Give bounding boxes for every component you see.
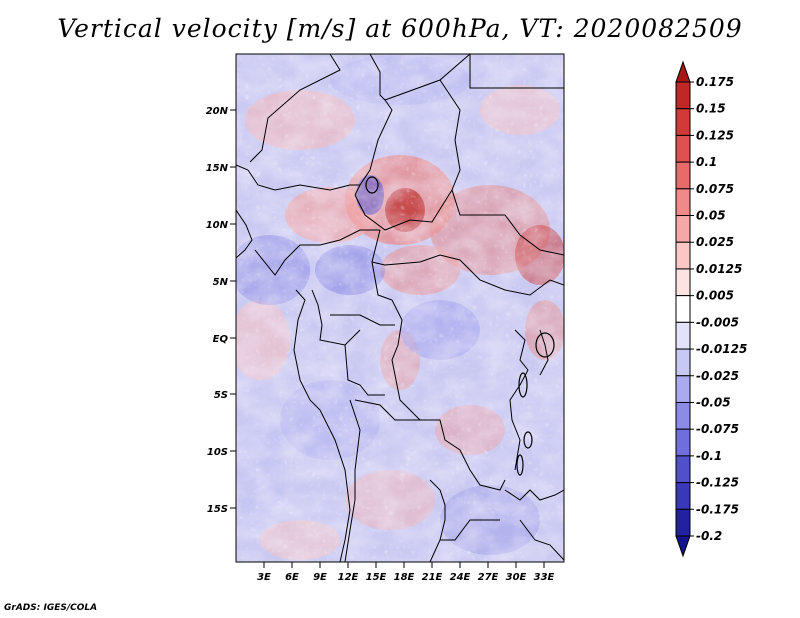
map-frame: [235, 53, 565, 563]
colorbar-segment: [675, 321, 691, 350]
lon-labels: 3E 6E 9E 12E 15E 18E 21E 24E 27E 30E 33E: [257, 572, 554, 583]
colorbar-label: 0.15: [696, 102, 726, 116]
lat-tick-marks: [230, 109, 236, 509]
colorbar-label: -0.125: [696, 476, 739, 490]
colorbar-segment: [675, 81, 691, 110]
colorbar-segment: [675, 215, 691, 243]
lat-label: 5N: [213, 277, 229, 288]
lon-label: 9E: [313, 572, 327, 583]
lat-label: 10S: [207, 447, 228, 458]
colorbar-label: -0.025: [696, 369, 739, 383]
colorbar-segment: [675, 482, 691, 510]
lon-label: 24E: [450, 572, 471, 583]
lat-label: 15N: [206, 163, 229, 174]
lon-label: 15E: [366, 572, 387, 583]
lon-label: 27E: [478, 572, 499, 583]
colorbar-segment: [675, 241, 691, 270]
colorbar-label: 0.005: [696, 289, 734, 303]
colorbar-arrow-bottom: [675, 535, 691, 558]
colorbar-segment: [675, 401, 691, 430]
colorbar-segment: [675, 375, 691, 403]
colorbar-segment: [675, 108, 691, 136]
lakes: [365, 176, 555, 476]
lon-label: 21E: [422, 572, 443, 583]
lat-label: 20N: [206, 106, 229, 117]
colorbar-label: 0.175: [696, 75, 734, 89]
lat-label: 10N: [206, 220, 229, 231]
lon-label: 30E: [506, 572, 527, 583]
lon-tick-marks: [263, 562, 545, 568]
colorbar-segment: [675, 455, 691, 484]
colorbar-label: 0.075: [696, 182, 734, 196]
colorbar-label: -0.005: [696, 315, 739, 329]
colorbar: 0.175 0.15 0.125 0.1 0.075 0.05 0.025 0.0125 0.0…: [675, 60, 747, 558]
colorbar-segment: [675, 295, 691, 323]
colorbar-segment: [675, 268, 691, 297]
lat-labels: 20N 15N 10N 5N EQ 5S 10S 15S: [206, 106, 229, 515]
colorbar-label: 0.05: [696, 209, 726, 223]
lon-label: 12E: [338, 572, 359, 583]
colorbar-label: -0.175: [696, 502, 739, 516]
colorbar-label: 0.125: [696, 128, 734, 142]
colorbar-label: 0.0125: [696, 262, 742, 276]
map-title: Vertical velocity [m/s] at 600hPa, VT: 2…: [57, 14, 743, 43]
velocity-field: [236, 54, 564, 562]
lon-label: 33E: [534, 572, 555, 583]
lat-label: 5S: [214, 390, 228, 401]
lon-label: 6E: [285, 572, 299, 583]
credit-label: GrADS: IGES/COLA: [4, 603, 98, 613]
colorbar-label: -0.05: [696, 395, 731, 409]
colorbar-segment: [675, 508, 691, 537]
colorbar-segment: [675, 188, 691, 217]
colorbar-segment: [675, 428, 691, 457]
colorbar-label: -0.2: [696, 529, 722, 543]
colorbar-segment: [675, 134, 691, 163]
colorbar-label: 0.025: [696, 235, 734, 249]
country-borders: [236, 54, 564, 562]
colorbar-label: 0.1: [696, 155, 717, 169]
colorbar-label: -0.0125: [696, 342, 747, 356]
colorbar-segment: [675, 348, 691, 377]
lon-label: 18E: [394, 572, 415, 583]
lon-label: 3E: [257, 572, 271, 583]
lat-label: 15S: [207, 504, 228, 515]
colorbar-label: -0.1: [696, 449, 722, 463]
lat-label: EQ: [213, 334, 229, 345]
colorbar-segment: [675, 161, 691, 190]
colorbar-label: -0.075: [696, 422, 739, 436]
colorbar-arrow-top: [675, 60, 691, 83]
